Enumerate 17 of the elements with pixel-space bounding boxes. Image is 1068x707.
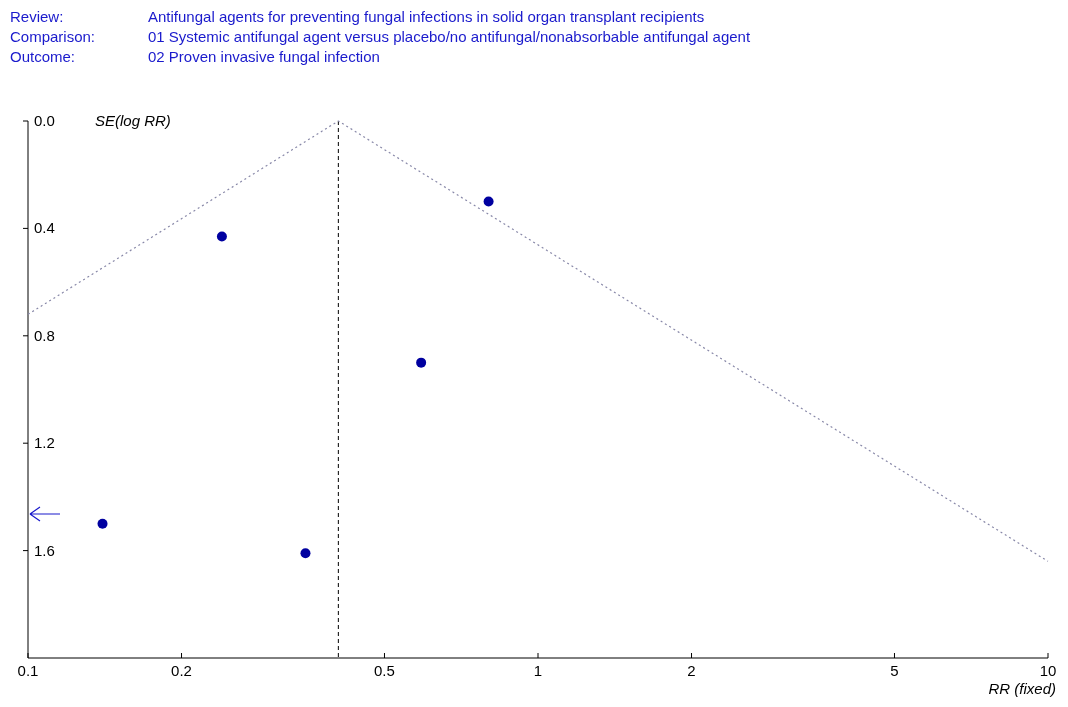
x-tick-label: 10 xyxy=(1039,662,1057,679)
x-tick-label: 1 xyxy=(533,662,543,679)
y-axis-title: SE(log RR) xyxy=(95,112,171,129)
text: Comparison: 01 Systemic antifungal agent versus placebo/no antifungal/nonabsorbable antifungal agent xyxy=(10,28,751,45)
text: Outcome: 02 Proven invasive fungal infection xyxy=(10,48,380,65)
x-tick-label: 2 xyxy=(687,662,696,679)
y-tick-label: 0.4 xyxy=(34,219,55,237)
x-tick-label: 0.1 xyxy=(17,662,39,679)
chart-title: Review: Antifungal agents for preventing fungal infections in solid organ transplant recipients xyxy=(10,8,705,25)
y-tick-label: 1.6 xyxy=(34,541,55,559)
y-tick-label: 0.0 xyxy=(34,112,55,129)
y-tick-label: 1.2 xyxy=(34,434,55,452)
x-tick-label: 0.5 xyxy=(374,662,395,679)
y-tick-label: 0.8 xyxy=(34,326,55,344)
x-tick-label: 0.2 xyxy=(171,662,192,679)
x-tick-label: 5 xyxy=(890,662,899,679)
x-axis-title: RR (fixed) xyxy=(988,680,1056,697)
